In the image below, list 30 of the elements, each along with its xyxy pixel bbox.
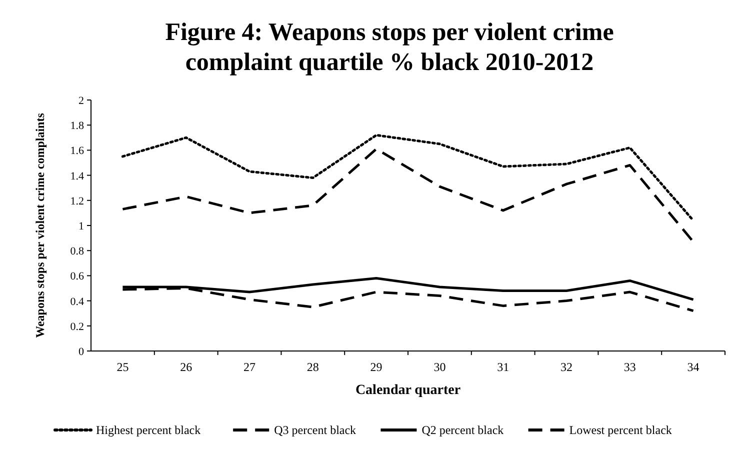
x-tick-label: 26 xyxy=(180,360,192,374)
legend-label: Q3 percent black xyxy=(274,423,356,437)
y-tick-label: 1.4 xyxy=(70,170,84,182)
y-tick-label: 2 xyxy=(78,95,84,107)
x-axis-title: Calendar quarter xyxy=(355,383,461,398)
y-tick-label: 0.8 xyxy=(70,246,84,258)
y-axis-title: Weapons stops per violent crime complaints xyxy=(33,112,47,338)
legend-label: Highest percent black xyxy=(96,423,201,437)
x-tick-label: 25 xyxy=(116,360,129,374)
y-tick-label: 1.8 xyxy=(70,120,84,132)
legend-label: Q2 percent black xyxy=(422,423,504,437)
x-tick-label: 32 xyxy=(560,360,572,374)
y-tick-label: 1 xyxy=(78,220,84,232)
x-tick-label: 28 xyxy=(306,360,319,374)
x-tick-label: 30 xyxy=(434,360,446,374)
y-tick-label: 1.6 xyxy=(70,145,84,158)
line-series xyxy=(121,148,695,244)
y-tick-label: 1.2 xyxy=(70,195,84,208)
legend-label: Lowest percent black xyxy=(569,423,672,437)
y-tick-label: 0 xyxy=(78,346,84,358)
y-tick-label: 0.2 xyxy=(70,320,84,333)
x-tick-label: 33 xyxy=(624,360,636,374)
x-tick-label: 34 xyxy=(687,360,700,374)
x-tick-label: 31 xyxy=(497,360,510,374)
x-tick-label: 29 xyxy=(370,360,382,374)
line-series xyxy=(121,134,695,222)
y-tick-label: 0.4 xyxy=(70,296,84,308)
x-tick-label: 27 xyxy=(244,360,256,374)
y-tick-label: 0.6 xyxy=(70,270,84,283)
chart-title: Figure 4: Weapons stops per violent crime complaint quartile % black 2010-2012 xyxy=(165,19,614,76)
